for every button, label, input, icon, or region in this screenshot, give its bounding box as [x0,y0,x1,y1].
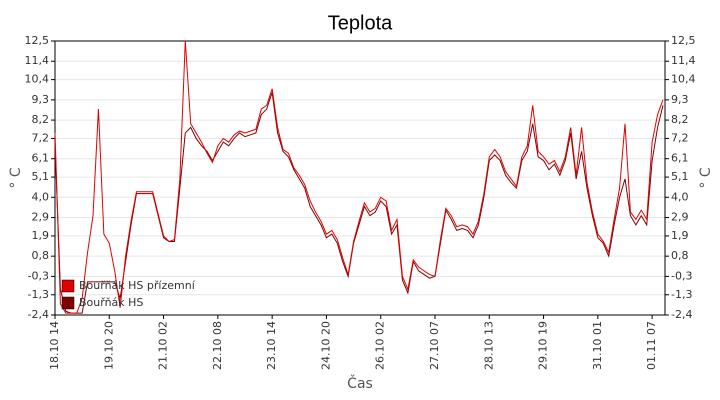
x-tick-label: 28.10 13 [482,321,495,370]
y2-tick-label: 0,8 [671,249,689,262]
x-tick-label: 27.10 07 [428,321,441,370]
y2-tick-label: 9,3 [671,93,689,106]
y-tick-label: 1,9 [32,229,50,242]
chart-title: Teplota [328,12,393,34]
y2-tick-label: 2,9 [671,211,689,224]
legend-swatch [61,296,75,310]
x-tick-label: 29.10 19 [537,321,550,370]
y2-tick-label: 6,1 [671,152,689,165]
y2-tick-label: 7,2 [671,131,689,144]
x-tick-label: 21.10 02 [157,321,170,370]
x-tick-label: 31.10 01 [591,321,604,370]
y-tick-label: 11,4 [25,54,50,67]
y2-axis-title: ° C [698,167,714,188]
y2-tick-label: 12,5 [671,34,696,47]
y-tick-label: 5,1 [32,170,50,183]
x-tick-label: 01.11 07 [645,321,658,370]
legend-swatch [61,279,75,293]
x-tick-label: 22.10 08 [211,321,224,370]
y2-tick-label: 10,4 [671,73,696,86]
y-tick-label: -1,3 [28,288,49,301]
x-tick-label: 19.10 20 [102,321,115,370]
y-tick-label: 0,8 [32,249,50,262]
y-tick-label: -2,4 [28,308,49,321]
y2-tick-label: -1,3 [671,288,692,301]
y2-tick-label: 11,4 [671,54,696,67]
plot-frame [54,40,666,316]
y-tick-label: 7,2 [32,131,50,144]
y-tick-label: 10,4 [25,73,50,86]
y2-tick-label: 8,2 [671,113,689,126]
x-tick-label: 24.10 20 [319,321,332,370]
y2-tick-label: 1,9 [671,229,689,242]
y2-tick-label: -0,3 [671,269,692,282]
y2-tick-label: 4,0 [671,190,689,203]
y-tick-label: 6,1 [32,152,50,165]
y-tick-label: 4,0 [32,190,50,203]
x-tick-label: 26.10 02 [374,321,387,370]
y-axis-title: ° C [8,167,24,188]
legend-label: Bouřňák HS [79,296,143,309]
x-tick-label: 18.10 14 [48,321,61,370]
y-tick-label: 8,2 [32,113,50,126]
y-tick-label: 9,3 [32,93,50,106]
y-tick-label: 12,5 [25,34,50,47]
x-axis-title: Čas [347,374,373,392]
y-tick-label: -0,3 [28,269,49,282]
x-tick-label: 23.10 14 [265,321,278,370]
y2-tick-label: 5,1 [671,170,689,183]
line-series [54,40,664,314]
y-tick-label: 2,9 [32,211,50,224]
legend-label: Bouřňák HS přízemní [79,279,196,292]
y2-tick-label: -2,4 [671,308,692,321]
